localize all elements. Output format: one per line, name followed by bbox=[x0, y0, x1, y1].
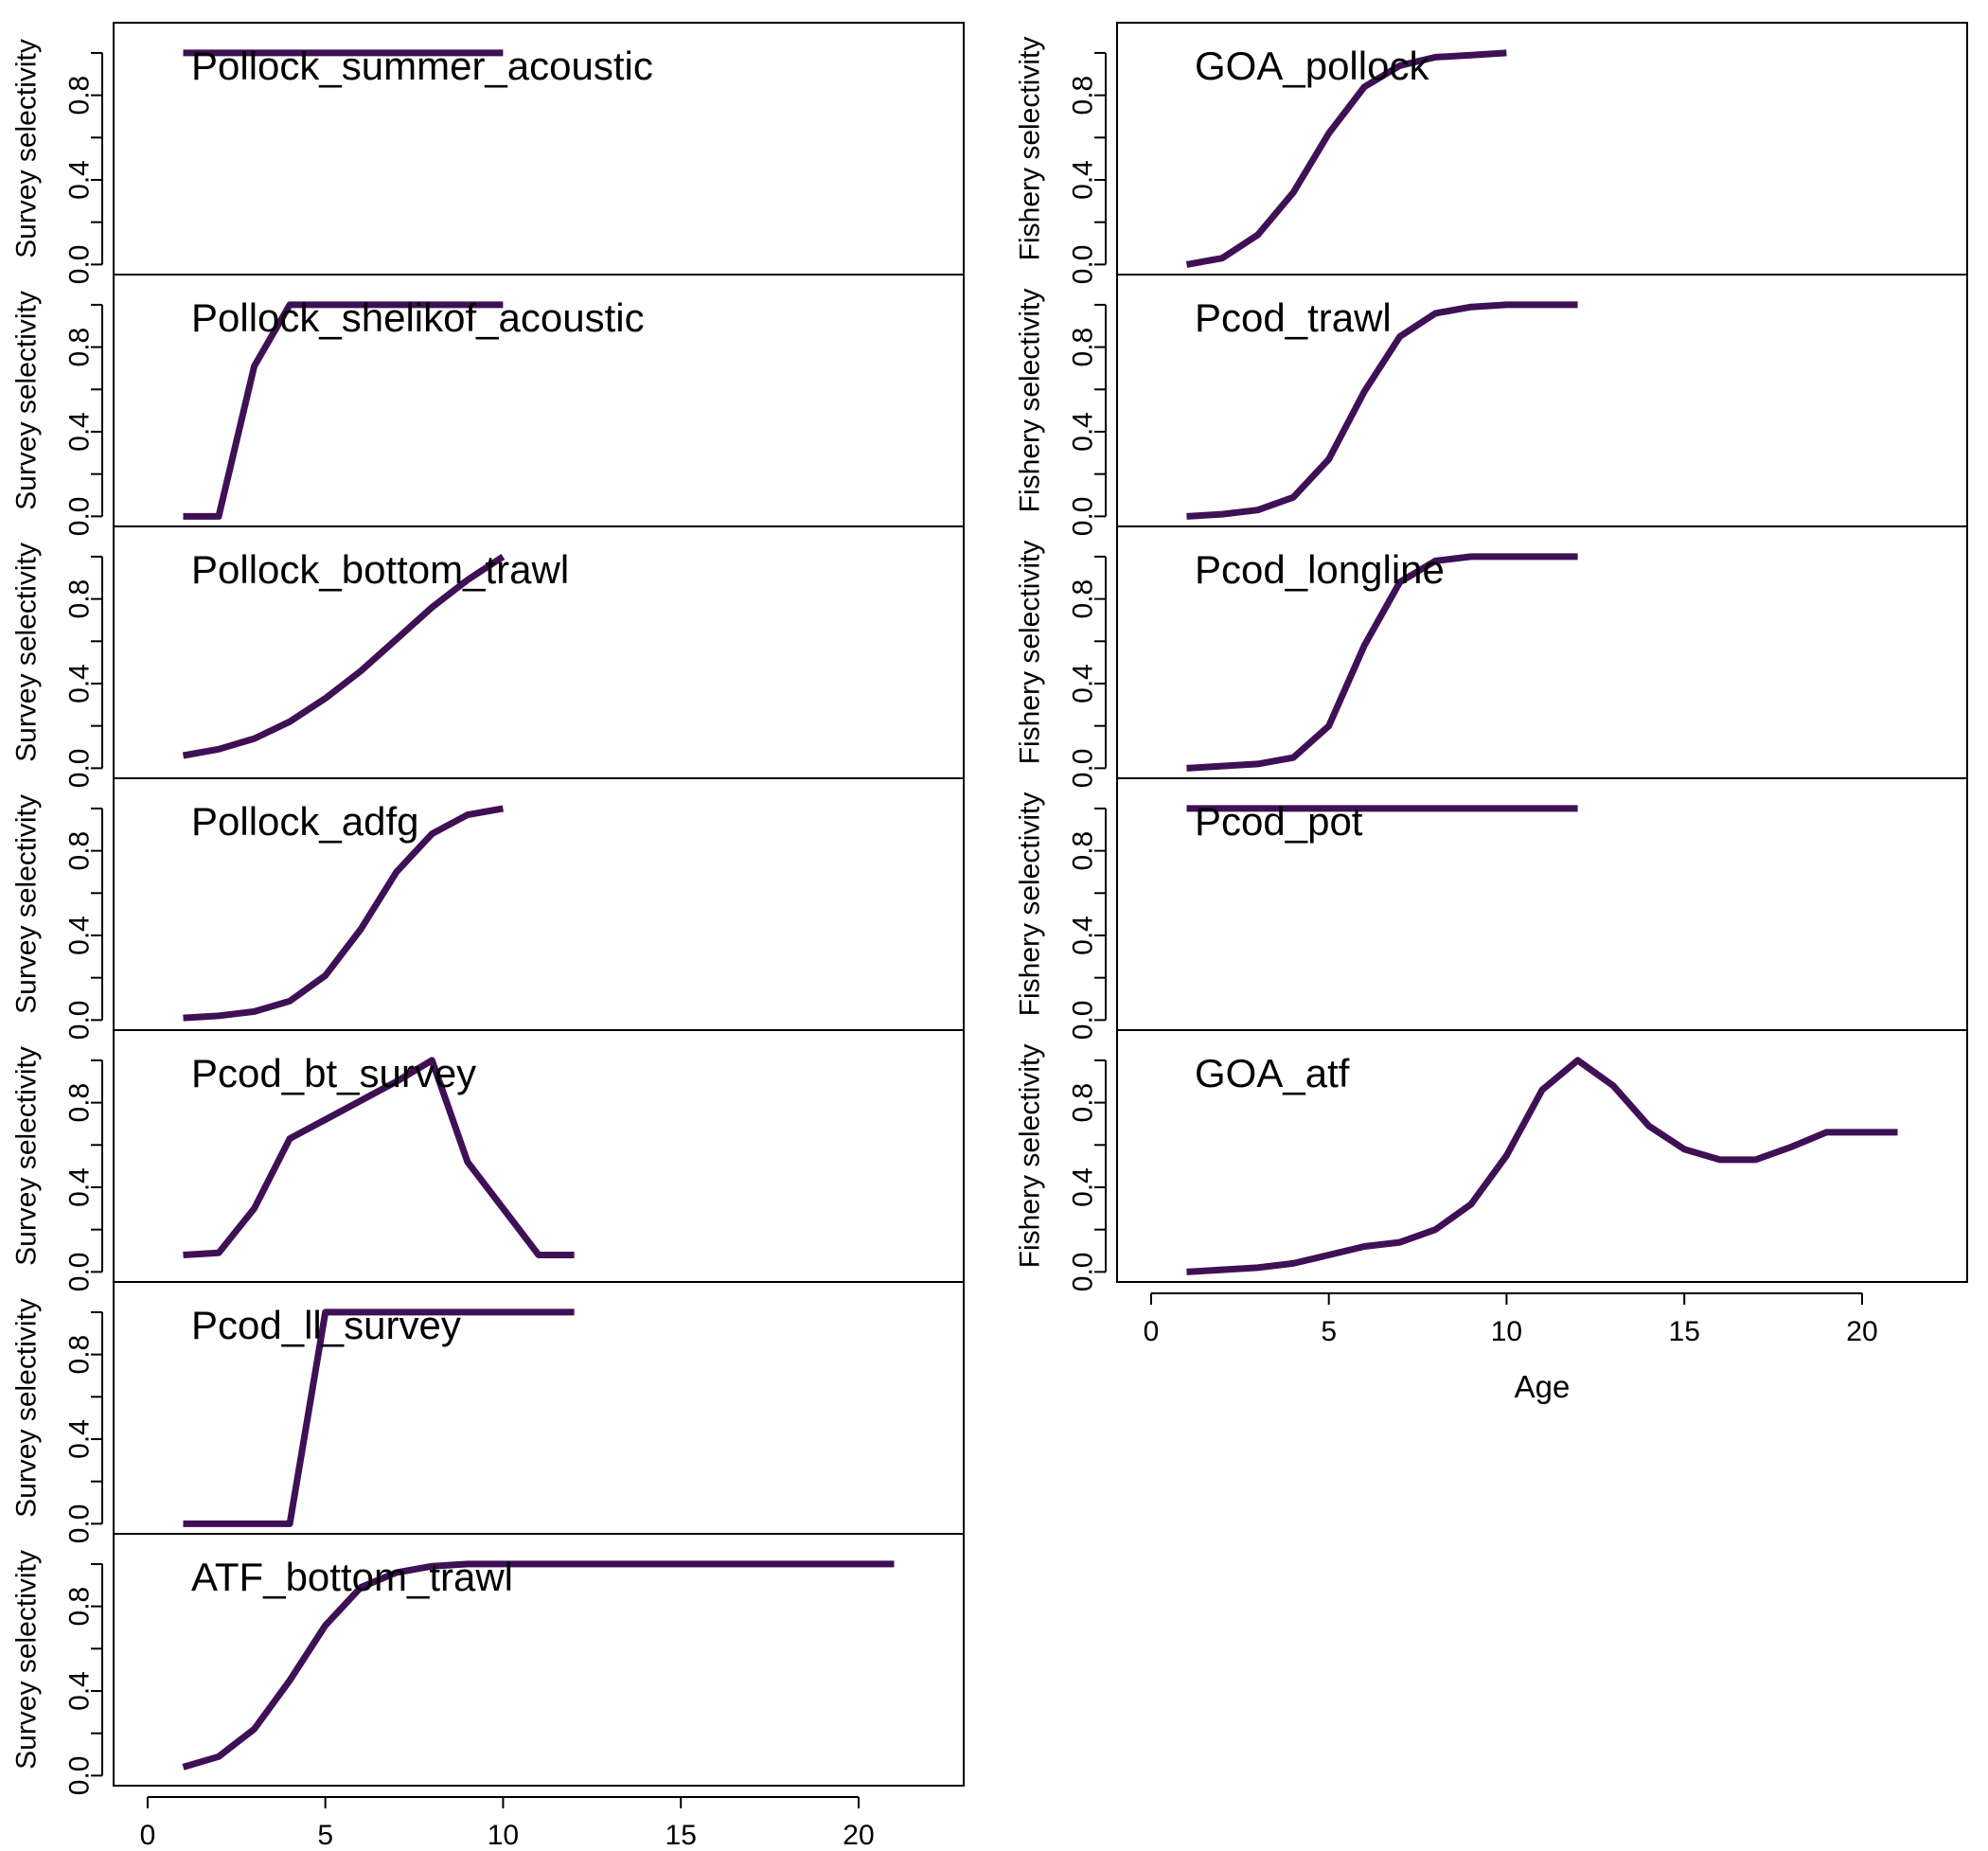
y-axis-label: Fishery selectivity bbox=[1015, 792, 1046, 1017]
y-tick-label: 0.4 bbox=[1068, 664, 1099, 703]
y-tick-label: 0.0 bbox=[64, 497, 96, 537]
series-line-ATF_bottom_trawl bbox=[182, 1560, 895, 1771]
y-tick-label: 0.8 bbox=[64, 1083, 96, 1123]
panel-title: Pollock_summer_acoustic bbox=[191, 44, 653, 88]
y-tick-label: 0.0 bbox=[1068, 1001, 1099, 1041]
y-axis-label: Fishery selectivity bbox=[1015, 289, 1046, 513]
series-line-GOA_atf bbox=[1186, 1057, 1898, 1275]
y-tick-label: 0.8 bbox=[1068, 1083, 1099, 1123]
series-line-Pcod_ll_survey bbox=[183, 1308, 575, 1527]
series-line-Pcod_trawl bbox=[1186, 301, 1578, 520]
x-tick-label: 20 bbox=[1846, 1316, 1877, 1347]
y-tick-label: 0.0 bbox=[64, 1253, 96, 1292]
panel-frame-2-5 bbox=[1116, 1029, 1968, 1283]
x-tick-label: 10 bbox=[1491, 1316, 1522, 1347]
y-tick-label: 0.4 bbox=[64, 1167, 96, 1207]
y-tick-label: 0.4 bbox=[64, 664, 96, 703]
panel-title: Pcod_ll_survey bbox=[191, 1303, 461, 1347]
y-axis-label: Survey selectivity bbox=[11, 291, 43, 510]
y-tick-label: 0.8 bbox=[64, 831, 96, 871]
series-line-Pcod_longline bbox=[1186, 553, 1578, 772]
y-tick-label: 0.4 bbox=[64, 1419, 96, 1459]
y-tick-label: 0.4 bbox=[1068, 160, 1099, 200]
y-tick-label: 0.8 bbox=[1068, 328, 1099, 367]
x-tick-label: 20 bbox=[843, 1820, 874, 1846]
y-tick-label: 0.4 bbox=[1068, 916, 1099, 955]
panel-title: Pcod_trawl bbox=[1195, 295, 1392, 340]
y-tick-label: 0.0 bbox=[64, 1001, 96, 1041]
panel-title: Pollock_shelikof_acoustic bbox=[191, 295, 645, 340]
y-tick-label: 0.8 bbox=[64, 328, 96, 367]
y-tick-label: 0.4 bbox=[64, 916, 96, 955]
y-tick-label: 0.0 bbox=[64, 245, 96, 285]
y-tick-label: 0.4 bbox=[64, 1671, 96, 1711]
y-tick-label: 0.0 bbox=[1068, 245, 1099, 285]
panel-frame-1-7 bbox=[113, 1533, 965, 1787]
y-axis-label: Survey selectivity bbox=[11, 1046, 43, 1266]
y-tick-label: 0.8 bbox=[1068, 831, 1099, 871]
y-tick-label: 0.0 bbox=[1068, 497, 1099, 537]
panel-title: GOA_pollock bbox=[1195, 44, 1429, 88]
y-axis-label: Survey selectivity bbox=[11, 543, 43, 762]
y-tick-label: 0.0 bbox=[1068, 749, 1099, 789]
panel-title: ATF_bottom_trawl bbox=[191, 1555, 513, 1599]
y-tick-label: 0.8 bbox=[64, 1335, 96, 1375]
y-tick-label: 0.8 bbox=[64, 76, 96, 116]
y-tick-label: 0.0 bbox=[64, 749, 96, 789]
panel-title: Pcod_bt_survey bbox=[191, 1051, 476, 1095]
y-axis-label: Survey selectivity bbox=[11, 794, 43, 1014]
y-tick-label: 0.4 bbox=[1068, 1167, 1099, 1207]
y-tick-label: 0.8 bbox=[64, 579, 96, 619]
panel-title: Pollock_bottom_trawl bbox=[191, 547, 569, 592]
x-tick-label: 5 bbox=[317, 1820, 333, 1846]
x-tick-label: 15 bbox=[666, 1820, 697, 1846]
y-tick-label: 0.0 bbox=[1068, 1253, 1099, 1292]
y-tick-label: 0.0 bbox=[64, 1756, 96, 1796]
series-line-Pollock_bottom_trawl bbox=[182, 553, 506, 759]
panel-title: Pcod_longline bbox=[1195, 547, 1445, 592]
y-axis-label: Fishery selectivity bbox=[1015, 37, 1046, 261]
y-axis-label: Fishery selectivity bbox=[1015, 1044, 1046, 1269]
series-line-Pollock_adfg bbox=[183, 805, 505, 1022]
series-line-Pcod_bt_survey bbox=[183, 1057, 575, 1258]
y-axis-label: Survey selectivity bbox=[11, 39, 43, 258]
panel-title: Pcod_pot bbox=[1195, 799, 1363, 844]
y-tick-label: 0.4 bbox=[64, 412, 96, 452]
series-line-GOA_pollock bbox=[1185, 49, 1507, 268]
series-line-Pollock_shelikof_acoustic bbox=[183, 301, 504, 520]
panel-title: GOA_atf bbox=[1195, 1051, 1350, 1095]
x-tick-label: 10 bbox=[488, 1820, 519, 1846]
x-axis-label: Age bbox=[1515, 1369, 1571, 1404]
y-tick-label: 0.8 bbox=[64, 1587, 96, 1627]
x-tick-label: 15 bbox=[1669, 1316, 1700, 1347]
y-tick-label: 0.8 bbox=[1068, 579, 1099, 619]
y-tick-label: 0.4 bbox=[64, 160, 96, 200]
y-axis-label: Survey selectivity bbox=[11, 1550, 43, 1770]
y-tick-label: 0.4 bbox=[1068, 412, 1099, 452]
y-tick-label: 0.8 bbox=[1068, 76, 1099, 116]
panel-title: Pollock_adfg bbox=[191, 799, 419, 844]
x-tick-label: 0 bbox=[140, 1820, 156, 1846]
x-tick-label: 0 bbox=[1144, 1316, 1160, 1347]
x-tick-label: 5 bbox=[1321, 1316, 1337, 1347]
y-tick-label: 0.0 bbox=[64, 1504, 96, 1544]
y-axis-label: Fishery selectivity bbox=[1015, 541, 1046, 765]
y-axis-label: Survey selectivity bbox=[11, 1298, 43, 1518]
